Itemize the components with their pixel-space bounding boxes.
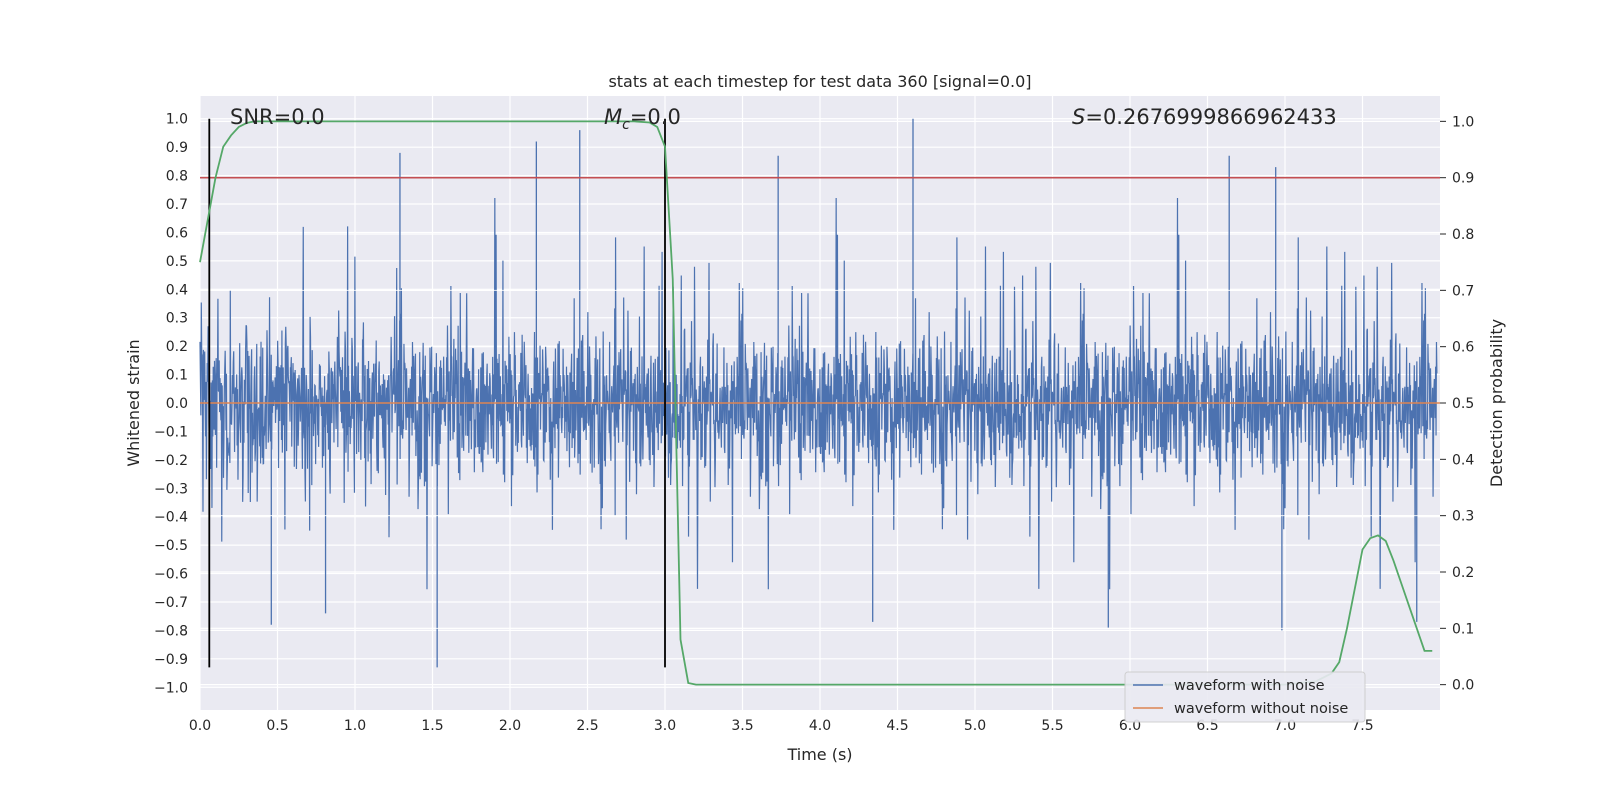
- legend-label-noisy: waveform with noise: [1174, 678, 1325, 694]
- x-tick-label: 5.5: [1041, 718, 1063, 734]
- overlay-series: [199, 118, 1440, 686]
- noisy-waveform-series: [199, 118, 1438, 668]
- y-tick-label: 0.8: [166, 169, 188, 185]
- y2-tick-label: 0.0: [1452, 678, 1474, 694]
- y-tick-label: −0.8: [154, 623, 188, 639]
- y-tick-label: −0.9: [154, 652, 188, 668]
- y-tick-label: 0.0: [166, 396, 188, 412]
- y2-axis-label: Detection probability: [1487, 319, 1506, 487]
- x-tick-label: 0.5: [266, 718, 288, 734]
- x-tick-label: 4.5: [886, 718, 908, 734]
- y2-tick-label: 0.8: [1452, 227, 1474, 243]
- score-annotation: S=0.2676999866962433: [1072, 105, 1337, 129]
- y-tick-label: 0.4: [166, 282, 188, 298]
- y2-tick-label: 1.0: [1452, 114, 1474, 130]
- y2-tick-label: 0.2: [1452, 565, 1474, 581]
- legend: waveform with noise waveform without noi…: [1124, 671, 1366, 723]
- x-tick-label: 1.0: [344, 718, 366, 734]
- y-tick-label: −0.4: [154, 510, 188, 526]
- y2-tick-label: 0.1: [1452, 621, 1474, 637]
- detection-probability-line: [199, 120, 1433, 686]
- x-tick-label: 1.5: [421, 718, 443, 734]
- y-tick-label: 0.2: [166, 339, 188, 355]
- y-tick-label: 0.7: [166, 197, 188, 213]
- chirp-mass-symbol: M: [604, 105, 622, 129]
- y-tick-label: 0.6: [166, 225, 188, 241]
- y2-tick-label: 0.4: [1452, 452, 1474, 468]
- x-tick-label: 4.0: [809, 718, 831, 734]
- snr-annotation: SNR=0.0: [230, 105, 325, 129]
- y-tick-label: −0.3: [154, 481, 188, 497]
- y-tick-label: 1.0: [166, 112, 188, 128]
- x-axis-label: Time (s): [786, 745, 852, 764]
- legend-box: [1124, 671, 1366, 723]
- y2-tick-label: 0.7: [1452, 283, 1474, 299]
- y2-axis-ticks: 1.0 0.9 0.8 0.7 0.6 0.5 0.4 0.3 0.2 0.1 0.0: [1440, 114, 1474, 694]
- y-tick-label: 0.1: [166, 368, 188, 384]
- y2-tick-label: 0.9: [1452, 171, 1474, 187]
- y-axis-label: Whitened strain: [124, 339, 143, 466]
- x-tick-label: 0.0: [189, 718, 211, 734]
- x-tick-label: 2.0: [499, 718, 521, 734]
- y-tick-label: −0.6: [154, 567, 188, 583]
- score-value: =0.2676999866962433: [1085, 105, 1336, 129]
- x-tick-label: 5.0: [964, 718, 986, 734]
- y-tick-label: −1.0: [154, 680, 188, 696]
- noisy-waveform-line: [199, 198, 1438, 590]
- y-tick-label: 0.3: [166, 311, 188, 327]
- y-tick-label: 0.9: [166, 140, 188, 156]
- chirp-mass-value: =0.0: [630, 105, 681, 129]
- y-tick-label: −0.5: [154, 538, 188, 554]
- y2-tick-label: 0.6: [1452, 340, 1474, 356]
- y-tick-label: 0.5: [166, 254, 188, 270]
- y2-tick-label: 0.5: [1452, 396, 1474, 412]
- x-tick-label: 3.0: [654, 718, 676, 734]
- y-axis-ticks: 1.0 0.9 0.8 0.7 0.6 0.5 0.4 0.3 0.2 0.1 0.0 −0.1 −0.…: [154, 112, 188, 697]
- legend-label-clean: waveform without noise: [1174, 701, 1348, 717]
- x-tick-label: 2.5: [576, 718, 598, 734]
- score-symbol: S: [1072, 105, 1085, 129]
- chirp-mass-subscript: c: [622, 117, 630, 133]
- chirp-mass-annotation: Mc=0.0: [604, 105, 681, 133]
- x-tick-label: 3.5: [731, 718, 753, 734]
- y-tick-label: −0.2: [154, 453, 188, 469]
- y2-tick-label: 0.3: [1452, 509, 1474, 525]
- y-tick-label: −0.1: [154, 424, 188, 440]
- chart-title: stats at each timestep for test data 360…: [608, 72, 1031, 91]
- y-tick-label: −0.7: [154, 595, 188, 611]
